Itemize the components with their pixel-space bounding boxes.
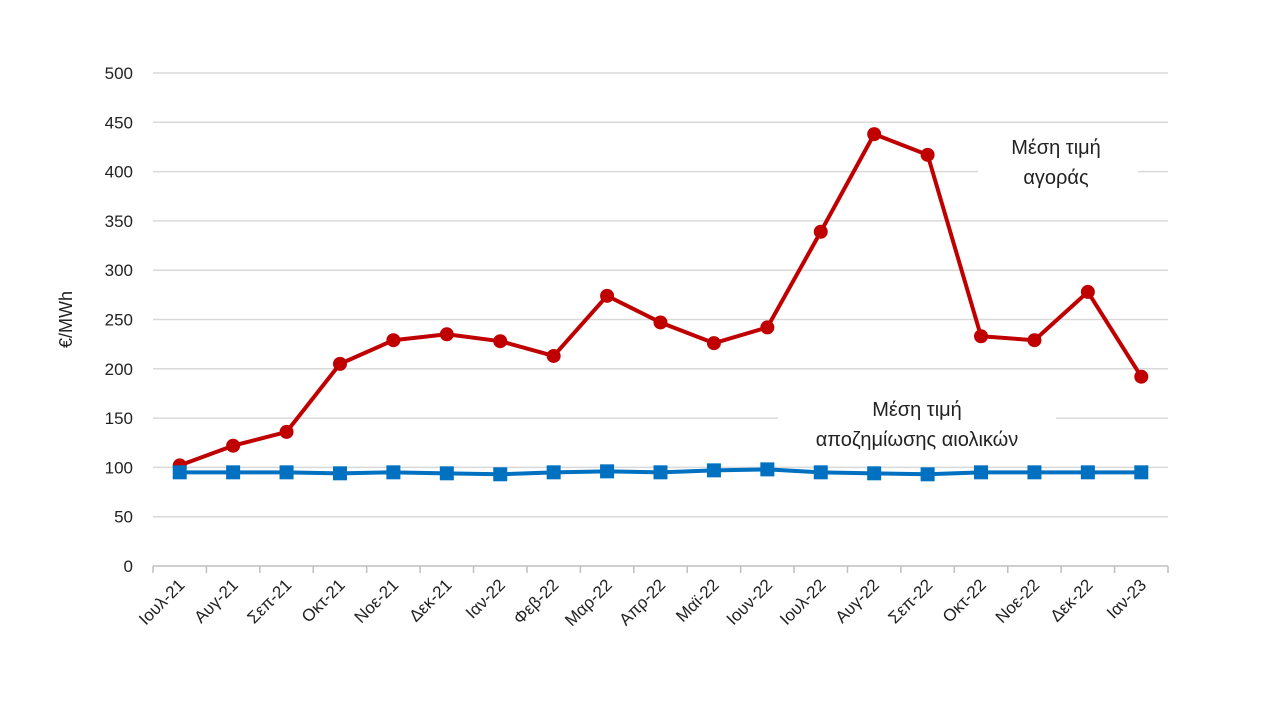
- data-point: [813, 465, 828, 480]
- x-tick-label: Ιαν-23: [1103, 575, 1150, 622]
- series-1: [172, 462, 1149, 482]
- y-tick-label: 100: [105, 458, 133, 477]
- x-tick-label: Δεκ-22: [1046, 575, 1096, 625]
- data-point: [386, 333, 401, 348]
- data-point: [760, 320, 775, 335]
- data-point: [1134, 465, 1149, 480]
- data-point: [1080, 284, 1095, 299]
- data-point: [974, 329, 989, 344]
- data-point: [172, 465, 187, 480]
- y-tick-label: 0: [124, 557, 133, 576]
- data-point: [813, 224, 828, 239]
- data-point: [706, 463, 721, 478]
- y-tick-label: 50: [114, 508, 133, 527]
- data-point: [439, 466, 454, 481]
- x-tick-label: Σεπ-22: [885, 575, 937, 627]
- series-annotation: Μέση τιμή αποζημίωσης αιολικών: [778, 392, 1056, 457]
- y-tick-label: 200: [105, 360, 133, 379]
- x-tick-label: Οκτ-21: [298, 575, 349, 626]
- data-point: [920, 467, 935, 482]
- y-tick-label: 450: [105, 113, 133, 132]
- x-tick-label: Αυγ-21: [191, 575, 242, 626]
- x-tick-label: Ιουν-22: [723, 575, 776, 628]
- annotation-background: [778, 392, 1056, 457]
- x-tick-label: Μαϊ-22: [672, 575, 722, 625]
- data-point: [653, 315, 668, 330]
- x-tick-label: Μαρ-22: [561, 575, 616, 630]
- x-tick-label: Απρ-22: [615, 575, 669, 629]
- data-point: [386, 465, 401, 480]
- data-point: [1134, 369, 1149, 384]
- x-tick-label: Σεπ-21: [243, 575, 295, 627]
- data-point: [867, 466, 882, 481]
- annotation-text: Μέση τιμή: [1011, 137, 1101, 159]
- y-tick-label: 250: [105, 311, 133, 330]
- x-tick-label: Ιουλ-22: [776, 575, 829, 628]
- data-point: [760, 462, 775, 477]
- y-tick-label: 350: [105, 212, 133, 231]
- series-annotation: Μέση τιμή αγοράς: [978, 130, 1138, 195]
- data-point: [974, 465, 989, 480]
- data-point: [279, 424, 294, 439]
- x-tick-label: Ιουλ-21: [135, 575, 188, 628]
- data-point: [546, 348, 561, 363]
- x-tick-label: Νοε-21: [351, 575, 403, 627]
- y-tick-label: 500: [105, 64, 133, 83]
- x-tick-label: Αυγ-22: [832, 575, 883, 626]
- data-point: [600, 288, 615, 303]
- data-point: [226, 438, 241, 453]
- data-point: [1027, 465, 1042, 480]
- data-point: [493, 467, 508, 482]
- data-point: [493, 334, 508, 349]
- data-point: [600, 464, 615, 479]
- data-point: [279, 465, 294, 480]
- data-point: [706, 336, 721, 351]
- data-point: [332, 466, 347, 481]
- annotation-background: [978, 130, 1138, 195]
- data-point: [1080, 465, 1095, 480]
- data-point: [332, 356, 347, 371]
- y-tick-label: 300: [105, 261, 133, 280]
- data-point: [867, 127, 882, 142]
- data-point: [546, 465, 561, 480]
- annotation-text: αγοράς: [1023, 167, 1089, 189]
- x-tick-label: Νοε-22: [992, 575, 1044, 627]
- data-point: [439, 327, 454, 342]
- y-tick-label: 150: [105, 409, 133, 428]
- y-axis-title: €/MWh: [56, 291, 76, 348]
- y-tick-label: 400: [105, 163, 133, 182]
- annotation-text: Μέση τιμή: [872, 399, 962, 421]
- data-point: [226, 465, 241, 480]
- x-tick-label: Δεκ-21: [405, 575, 455, 625]
- series-layer: [172, 127, 1149, 482]
- data-point: [653, 465, 668, 480]
- data-point: [1027, 333, 1042, 348]
- annotation-text: αποζημίωσης αιολικών: [816, 429, 1019, 451]
- x-tick-label: Ιαν-22: [462, 575, 509, 622]
- data-point: [920, 147, 935, 162]
- x-tick-label: Οκτ-22: [939, 575, 990, 626]
- annotations: Μέση τιμή αγοράς Μέση τιμή αποζημίωσης αιολ…: [778, 130, 1138, 457]
- series-0: [172, 127, 1149, 473]
- x-tick-label: Φεβ-22: [510, 575, 563, 628]
